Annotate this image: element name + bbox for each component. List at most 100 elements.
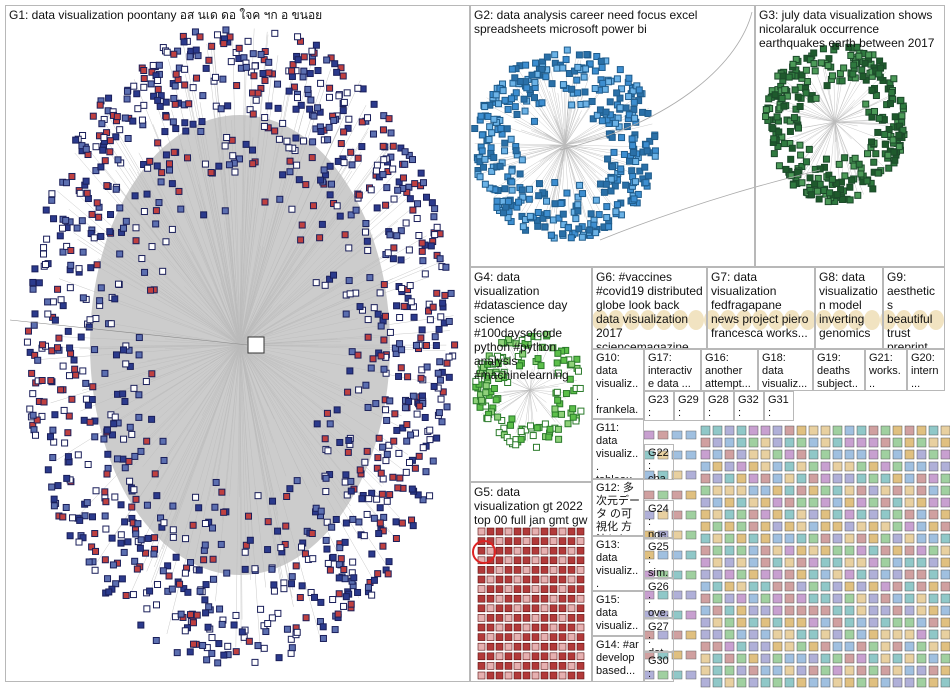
edge [564, 144, 588, 150]
edge [239, 344, 338, 422]
node [928, 533, 939, 544]
edge [239, 344, 400, 518]
node [868, 533, 879, 544]
node [583, 51, 591, 59]
node [308, 154, 316, 162]
node [70, 356, 78, 364]
node [772, 497, 783, 508]
node [856, 581, 867, 592]
node [108, 431, 116, 439]
node [324, 447, 332, 455]
edge [68, 209, 241, 346]
node [364, 114, 372, 122]
edge [210, 166, 241, 346]
node [643, 430, 655, 440]
node [832, 473, 843, 484]
node [784, 461, 795, 472]
node [784, 665, 795, 676]
node [418, 326, 426, 334]
node [101, 512, 109, 520]
node [671, 490, 683, 500]
edge [564, 126, 621, 146]
node [796, 497, 807, 508]
node [508, 178, 516, 186]
node [329, 553, 337, 561]
node [366, 274, 374, 282]
node [516, 77, 524, 85]
node [904, 593, 915, 604]
node [148, 68, 156, 76]
node [856, 449, 867, 460]
node [71, 365, 79, 373]
node [844, 677, 855, 688]
node [375, 530, 383, 538]
edge [164, 338, 241, 346]
node [347, 600, 355, 608]
node [808, 497, 819, 508]
node [748, 617, 759, 628]
edge [545, 144, 566, 196]
node [47, 377, 55, 385]
node [724, 461, 735, 472]
node [201, 520, 209, 528]
node [796, 557, 807, 568]
group-label: G12: 多 次元データ の可視化 方法とし... [596, 482, 640, 535]
node [736, 617, 747, 628]
node [308, 47, 316, 55]
edge [86, 235, 241, 346]
group-panel: G14: #ar develop based... [592, 636, 644, 682]
node [72, 136, 80, 144]
node [64, 429, 72, 437]
node [162, 98, 170, 106]
node [132, 495, 140, 503]
node [880, 533, 891, 544]
node [360, 532, 368, 540]
node [49, 454, 57, 462]
node [542, 73, 550, 81]
node [342, 471, 350, 479]
node [518, 156, 526, 164]
node [354, 154, 362, 162]
edge [150, 344, 241, 591]
node [390, 437, 398, 445]
node [796, 461, 807, 472]
node [856, 437, 867, 448]
node [129, 591, 137, 599]
node [772, 557, 783, 568]
node [285, 87, 293, 95]
node [169, 502, 177, 510]
node [44, 298, 52, 306]
node [90, 234, 98, 242]
group-label: G26: ove... [648, 581, 669, 618]
node [44, 310, 52, 318]
node [808, 449, 819, 460]
node [184, 588, 192, 596]
node [415, 452, 423, 460]
edge [184, 286, 241, 346]
node [128, 430, 136, 438]
node [760, 485, 771, 496]
node [140, 67, 148, 75]
node [808, 665, 819, 676]
node [368, 550, 376, 558]
node [796, 533, 807, 544]
node [336, 438, 344, 446]
node [382, 201, 390, 209]
node [361, 228, 369, 236]
edge [239, 151, 246, 346]
node [880, 677, 891, 688]
node [844, 653, 855, 664]
node [892, 641, 903, 652]
node [493, 197, 501, 205]
edge [229, 344, 241, 497]
node [418, 239, 426, 247]
node [112, 185, 120, 193]
node [74, 451, 82, 459]
node [820, 581, 831, 592]
edge [554, 144, 566, 225]
node [620, 150, 628, 158]
node [419, 257, 427, 265]
node [597, 57, 605, 65]
node [403, 437, 411, 445]
node [148, 415, 156, 423]
